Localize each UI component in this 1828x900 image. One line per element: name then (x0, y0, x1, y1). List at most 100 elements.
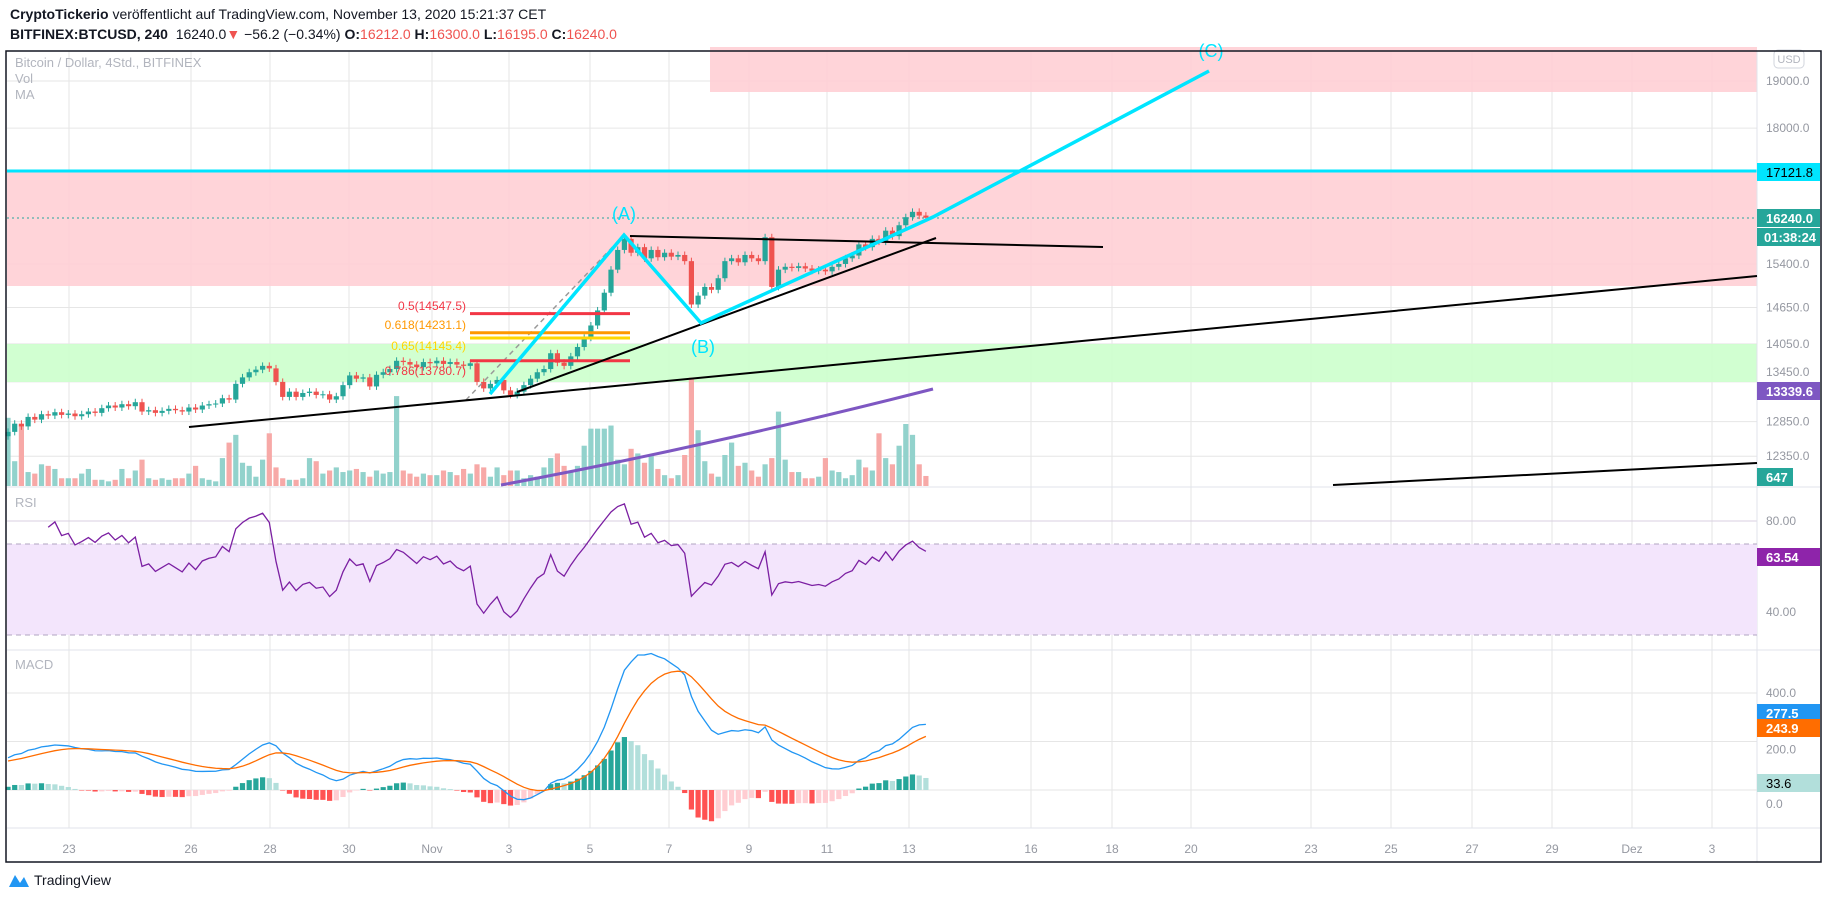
rsi-line (47, 503, 927, 619)
candle-body (601, 292, 607, 311)
legend-macd[interactable]: MACD (15, 657, 53, 672)
macd-histogram-bar (166, 790, 172, 797)
macd-histogram-bar (327, 790, 333, 801)
volume-bar (213, 481, 219, 486)
candle-body (655, 249, 661, 258)
candle-body (648, 249, 654, 259)
candle-body (822, 269, 828, 272)
candle-body (260, 365, 266, 370)
trendline-lower-right[interactable] (1332, 462, 1758, 486)
candle-body (139, 402, 145, 412)
volume-value-tag-bg (1757, 468, 1793, 486)
volume-bar (775, 411, 782, 486)
currency-badge[interactable] (1773, 49, 1805, 69)
macd-line (7, 652, 926, 801)
legend-rsi[interactable]: RSI (15, 495, 37, 510)
volume-bar (380, 473, 386, 486)
candle-body (735, 258, 741, 263)
macd-pane (5, 652, 929, 822)
volume-bar (427, 475, 433, 486)
volume-bar (588, 428, 594, 486)
fib-trend-line[interactable] (465, 234, 625, 401)
time-tick-label: 27 (1465, 842, 1479, 856)
volume-bar (353, 468, 359, 486)
macd-histogram-bar (239, 783, 246, 790)
legend-ma[interactable]: MA (15, 87, 35, 102)
volume-bar (889, 464, 895, 486)
time-tick-label: 16 (1024, 842, 1038, 856)
volume-bar (25, 472, 31, 486)
time-tick-label: 13 (902, 842, 916, 856)
macd-histogram-bar (628, 740, 634, 790)
published-text: veröffentlicht auf TradingView.com, Nove… (112, 6, 547, 22)
macd-histogram-bar (715, 790, 721, 819)
resistance-zone-top[interactable] (710, 47, 1757, 92)
macd-histogram-bar (528, 790, 534, 799)
volume-bar (595, 428, 601, 486)
volume-bar (45, 465, 51, 486)
macd-histogram-bar (260, 777, 266, 790)
candle-body (226, 398, 232, 400)
macd-histogram-bar (313, 790, 319, 800)
time-tick-label: 23 (62, 842, 76, 856)
volume-bar (367, 476, 373, 486)
rsi-series (47, 503, 927, 619)
volume-bar (320, 473, 326, 486)
candle-body (25, 416, 31, 427)
volume-bar (615, 459, 621, 486)
candle-body (762, 237, 768, 262)
support-zone[interactable] (7, 344, 1757, 382)
low-value: 16195.0 (497, 26, 548, 42)
last-price-tag-bg (1757, 209, 1820, 227)
volume-bar (447, 472, 453, 486)
trendline-long[interactable] (188, 275, 1758, 428)
ma-line[interactable] (500, 387, 934, 487)
candle-body (38, 414, 45, 420)
macd-histogram-bar (729, 790, 735, 806)
volume-bar (601, 428, 607, 486)
resistance-zone-main[interactable] (7, 172, 1757, 286)
macd-histogram-bar (481, 790, 487, 802)
macd-histogram-bar (742, 790, 748, 800)
candle-body (628, 238, 634, 253)
volume-bar (481, 467, 487, 486)
wave-label-b: (B) (691, 337, 715, 357)
tradingview-brand[interactable]: TradingView (8, 872, 111, 888)
volume-bar (186, 473, 192, 486)
candle-body (179, 410, 185, 412)
candle-body (561, 362, 567, 366)
author[interactable]: CryptoTickerio (10, 6, 109, 22)
macd-histogram-bar (688, 790, 694, 810)
time-tick-label: 3 (1709, 842, 1716, 856)
macd-histogram-bar (842, 790, 849, 797)
time-axis[interactable]: 23 26 28 30 Nov 3 5 7 9 11 13 16 18 20 23 25 27 29 Dez 3 (62, 842, 1715, 856)
candle-body (45, 414, 51, 416)
candle-body (829, 266, 835, 272)
macd-histogram-bar (903, 776, 909, 790)
fib-level-label: 0.5(14547.5) (398, 299, 466, 313)
macd-histogram-bar (769, 790, 775, 802)
macd-histogram-bar (159, 790, 165, 798)
volume-bar (193, 465, 199, 486)
last-price-tag: 16240.0 (1766, 211, 1813, 226)
candle-body (273, 368, 279, 382)
trendline-top[interactable] (629, 235, 1104, 248)
macd-histogram-bar (601, 758, 607, 790)
macd-histogram-bar (521, 790, 527, 803)
macd-histogram-bar (494, 790, 500, 803)
macd-histogram-bar (816, 790, 822, 804)
legend-vol[interactable]: Vol (15, 71, 33, 86)
trendline-rising[interactable] (516, 237, 937, 393)
candle-body (380, 372, 386, 375)
macd-histogram-bar (849, 790, 855, 794)
price-tick-label: 15400.0 (1766, 257, 1810, 271)
candle-body (253, 369, 259, 373)
macd-histogram-bar (775, 790, 782, 804)
volume-bar (856, 459, 862, 486)
macd-histogram-bar (615, 742, 621, 790)
abc-wave-path[interactable] (488, 69, 1210, 396)
price-axis[interactable]: 19000.0 18000.0 15400.0 14650.0 14050.0 13450… (1766, 74, 1810, 811)
price-tick-label: 12850.0 (1766, 415, 1810, 429)
candle-body (467, 363, 473, 366)
